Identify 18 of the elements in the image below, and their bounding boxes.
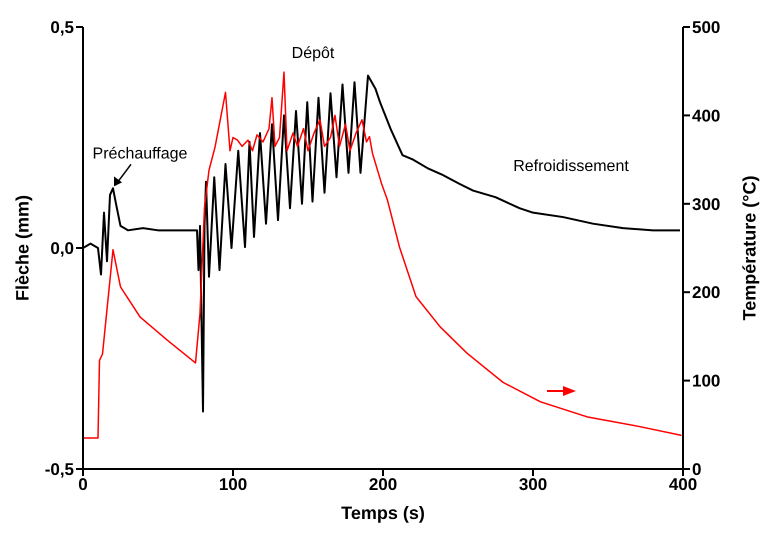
annotation: Refroidissement (513, 158, 630, 175)
y2-tick-label: 100 (692, 372, 720, 391)
y-tick-label: 0,5 (50, 18, 74, 38)
y-tick-label: 0,0 (50, 239, 74, 258)
y2-tick-label: 400 (692, 106, 720, 126)
y2-tick-label: 200 (692, 283, 720, 302)
x-axis-title: Temps (s) (341, 503, 425, 523)
x-tick-label: 200 (368, 475, 398, 494)
y-axis-title: Flèche (mm) (12, 194, 32, 302)
y2-axis-title: Température (°C) (739, 176, 760, 320)
x-tick-label: 0 (78, 475, 88, 494)
x-tick-label: 300 (518, 475, 548, 494)
y2-tick-label: 300 (692, 194, 720, 214)
y-tick-label: -0,5 (44, 460, 74, 480)
x-tick-label: 100 (218, 475, 248, 494)
annotation: Préchauffage (92, 145, 188, 162)
annotation: Dépôt (292, 45, 335, 62)
y2-tick-label: 500 (692, 18, 720, 38)
